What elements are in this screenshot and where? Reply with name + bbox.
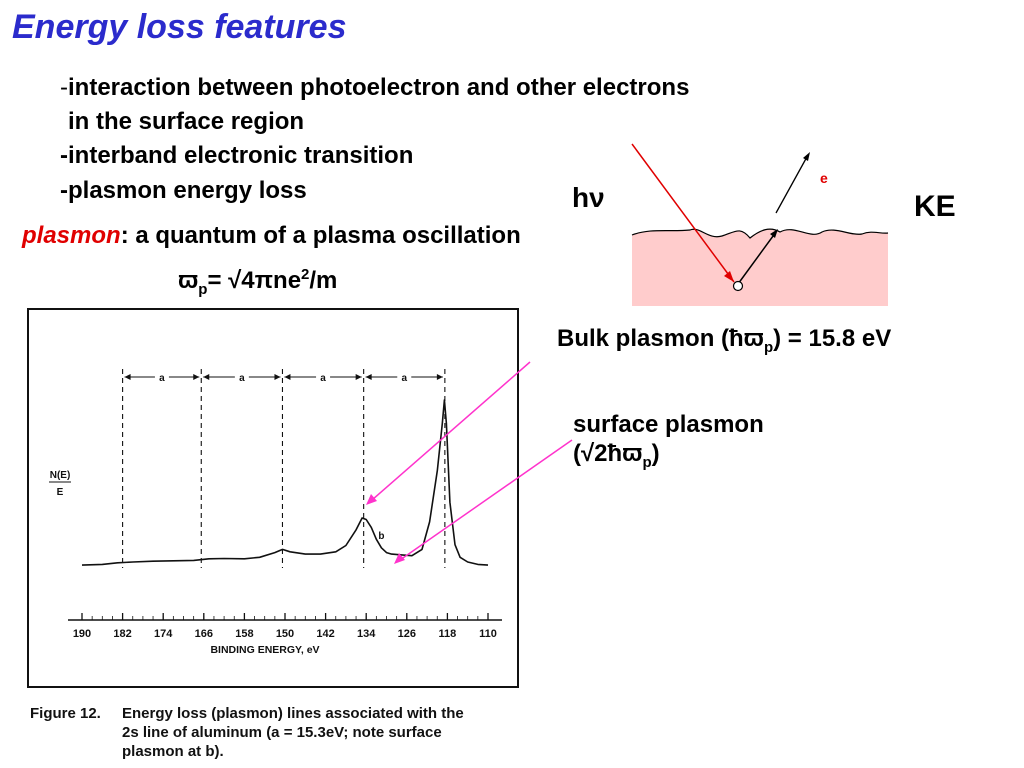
spacing-label: a <box>239 373 245 384</box>
kinetic-energy-label: KE <box>914 190 956 223</box>
escaping-electron-path <box>775 154 809 214</box>
spacing-arrowhead-right <box>274 374 281 380</box>
surface-peak-label: b <box>378 531 384 542</box>
plasma-frequency-formula: ϖp= √4πne2/m <box>178 266 337 298</box>
spacing-label: a <box>401 373 407 384</box>
x-tick-label: 174 <box>154 628 173 640</box>
spectrum-figure-frame <box>27 308 519 688</box>
x-tick-label: 126 <box>398 628 416 640</box>
bulk-plasmon-label: Bulk plasmon (ħϖp) = 15.8 eV <box>557 325 891 356</box>
spacing-label: a <box>159 373 165 384</box>
spacing-arrowhead-left <box>203 374 210 380</box>
bulk-plasmon-prefix: Bulk plasmon (ħϖ <box>557 325 764 352</box>
caption-row-2: 2s line of aluminum (a = 15.3eV; note su… <box>30 723 464 742</box>
plasmon-definition-text: : a quantum of a plasma oscillation <box>120 222 521 249</box>
surface-plasmon-suffix: ) <box>651 440 660 467</box>
bullet-interband: -interband electronic transition <box>60 142 414 169</box>
surface-plasmon-title: surface plasmon <box>573 411 764 438</box>
bulk-plasmon-subscript: p <box>763 338 774 356</box>
surface-region <box>632 229 888 306</box>
x-tick-label: 142 <box>316 628 334 640</box>
surface-plasmon-prefix: (√2ħϖ <box>573 440 643 467</box>
spectrum-line <box>81 399 489 566</box>
formula-body: = √4πne <box>207 267 302 294</box>
x-tick-label: 110 <box>479 628 497 640</box>
caption-row-1: Figure 12. Energy loss (plasmon) lines as… <box>30 704 464 723</box>
bullet-interaction-continuation: in the surface region <box>68 108 305 135</box>
spacing-arrowhead-right <box>193 374 200 380</box>
omega-symbol: ϖ <box>178 267 199 294</box>
surface-plasmon-arrowhead <box>394 553 405 564</box>
formula-tail: /m <box>309 267 338 294</box>
bulk-plasmon-arrow <box>371 361 531 501</box>
spacing-arrowhead-left <box>365 374 372 380</box>
electron-path-inside <box>737 231 777 285</box>
spacing-arrowhead-left <box>284 374 291 380</box>
caption-line-3: plasmon at b). <box>122 743 224 760</box>
caption-line-2: 2s line of aluminum (a = 15.3eV; note su… <box>122 724 442 741</box>
x-tick-label: 118 <box>439 628 457 640</box>
surface-plasmon-subscript: p <box>642 453 652 471</box>
x-tick-label: 158 <box>235 628 253 640</box>
surface-plasmon-formula: (√2ħϖp) <box>573 439 764 477</box>
x-tick-label: 166 <box>195 628 213 640</box>
bulk-plasmon-arrowhead <box>366 494 377 505</box>
surface-plasmon-arrow <box>399 439 573 561</box>
caption-figure-number: Figure 12. <box>30 705 101 722</box>
x-axis-label: BINDING ENERGY, eV <box>210 644 319 656</box>
spacing-arrowhead-right <box>436 374 443 380</box>
formula-subscript: p <box>198 280 208 298</box>
surface-plasmon-label: surface plasmon (√2ħϖp) <box>573 410 764 477</box>
spacing-arrowhead-left <box>124 374 131 380</box>
x-tick-label: 190 <box>73 628 91 640</box>
photon-energy-label: hν <box>572 182 605 213</box>
photoelectron-origin <box>732 280 744 292</box>
incoming-photon-ray <box>631 143 735 283</box>
y-axis-label-bottom: E <box>57 487 64 498</box>
x-tick-label: 150 <box>276 628 294 640</box>
incoming-arrowhead <box>724 271 734 282</box>
x-tick-label: 182 <box>113 628 131 640</box>
y-axis-label-top: N(E) <box>50 470 71 481</box>
bullet-interaction: -interaction between photoelectron and o… <box>60 74 689 102</box>
spacing-label: a <box>320 373 326 384</box>
x-tick-label: 134 <box>357 628 376 640</box>
figure-caption: Figure 12. Energy loss (plasmon) lines as… <box>30 704 464 761</box>
plasmon-keyword: plasmon <box>22 222 121 249</box>
spacing-arrowhead-right <box>355 374 362 380</box>
caption-line-1: Energy loss (plasmon) lines associated w… <box>122 705 464 722</box>
electron-label: e <box>820 170 828 186</box>
inside-arrowhead <box>770 229 778 238</box>
escaping-arrowhead <box>803 152 810 161</box>
bullet-plasmon-loss: -plasmon energy loss <box>60 177 307 204</box>
xps-spectrum-chart: 190 182 174 166 158 150 142 134 126 118 110 BINDING… <box>49 369 502 656</box>
slide-title: Energy loss features <box>12 8 347 46</box>
bullet-dash: - <box>60 74 68 101</box>
bullet-interaction-text: interaction between photoelectron and ot… <box>68 74 690 101</box>
bulk-plasmon-value: ) = 15.8 eV <box>773 325 892 352</box>
surface-boundary <box>631 228 889 239</box>
caption-row-3: plasmon at b). <box>30 742 464 761</box>
formula-superscript: 2 <box>301 266 310 283</box>
photoemission-diagram <box>631 143 889 306</box>
plasmon-definition: plasmon: a quantum of a plasma oscillati… <box>22 222 521 250</box>
